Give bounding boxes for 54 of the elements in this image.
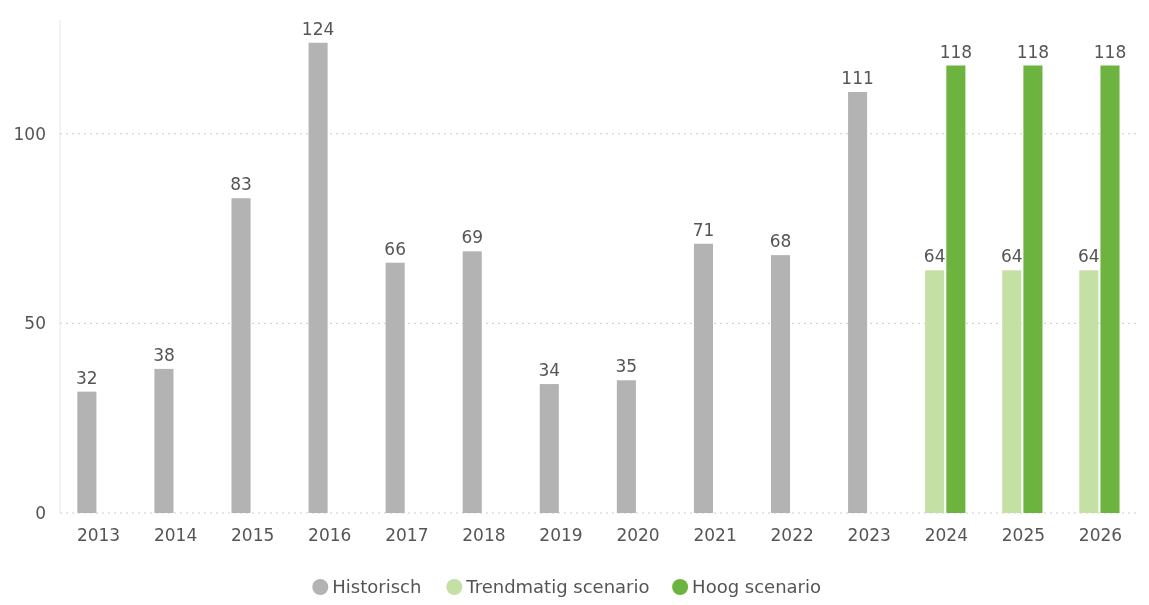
bar: [539, 384, 559, 513]
y-tick-label: 0: [35, 502, 46, 523]
bar: [154, 368, 174, 513]
x-tick-label: 2015: [231, 525, 275, 545]
data-label: 64: [1000, 246, 1023, 267]
bar: [693, 243, 713, 513]
data-label: 68: [769, 231, 792, 252]
data-label: 32: [76, 367, 98, 388]
data-label: 118: [1093, 41, 1127, 62]
data-label: 66: [384, 238, 406, 259]
data-label: 124: [301, 18, 335, 39]
y-tick-label: 100: [13, 123, 46, 144]
bar: [462, 251, 482, 513]
data-label: 111: [841, 68, 874, 89]
data-label: 118: [939, 41, 973, 62]
x-tick-label: 2024: [924, 525, 968, 545]
x-tick-label: 2013: [76, 525, 121, 545]
x-tick-label: 2023: [847, 525, 891, 545]
data-label: 34: [538, 360, 561, 381]
x-tick-label: 2017: [385, 525, 429, 545]
x-tick-label: 2018: [462, 525, 506, 545]
bar: [1079, 270, 1099, 513]
x-tick-label: 2020: [616, 525, 660, 545]
x-tick-label: 2025: [1001, 525, 1046, 545]
data-label: 64: [1077, 246, 1100, 267]
x-tick-label: 2014: [153, 525, 198, 545]
data-label: 38: [153, 344, 175, 365]
data-label: 64: [923, 246, 946, 267]
y-tick-label: 50: [24, 313, 46, 334]
data-label: 83: [230, 174, 252, 195]
legend-label: Historisch: [332, 576, 422, 598]
bar: [1002, 270, 1022, 513]
bar: [308, 42, 328, 513]
bar: [946, 65, 966, 513]
data-label: 118: [1016, 41, 1050, 62]
bar: [770, 255, 791, 513]
legend-label: Hoog scenario: [692, 576, 822, 598]
bar: [848, 92, 868, 513]
x-tick-label: 2021: [693, 525, 737, 545]
x-tick-label: 2019: [539, 525, 583, 545]
data-label: 69: [461, 227, 484, 248]
bar: [385, 262, 405, 513]
bar: [231, 198, 251, 513]
bar: [1100, 65, 1120, 513]
x-tick-label: 2026: [1078, 525, 1123, 545]
data-label: 71: [692, 219, 715, 240]
x-tick-label: 2022: [770, 525, 814, 545]
data-label: 35: [615, 356, 638, 377]
legend-label: Trendmatig scenario: [465, 576, 650, 598]
bar: [1023, 65, 1043, 513]
x-tick-label: 2016: [308, 525, 352, 545]
bar: [925, 270, 945, 513]
bar: [77, 391, 97, 513]
bar: [616, 380, 636, 513]
